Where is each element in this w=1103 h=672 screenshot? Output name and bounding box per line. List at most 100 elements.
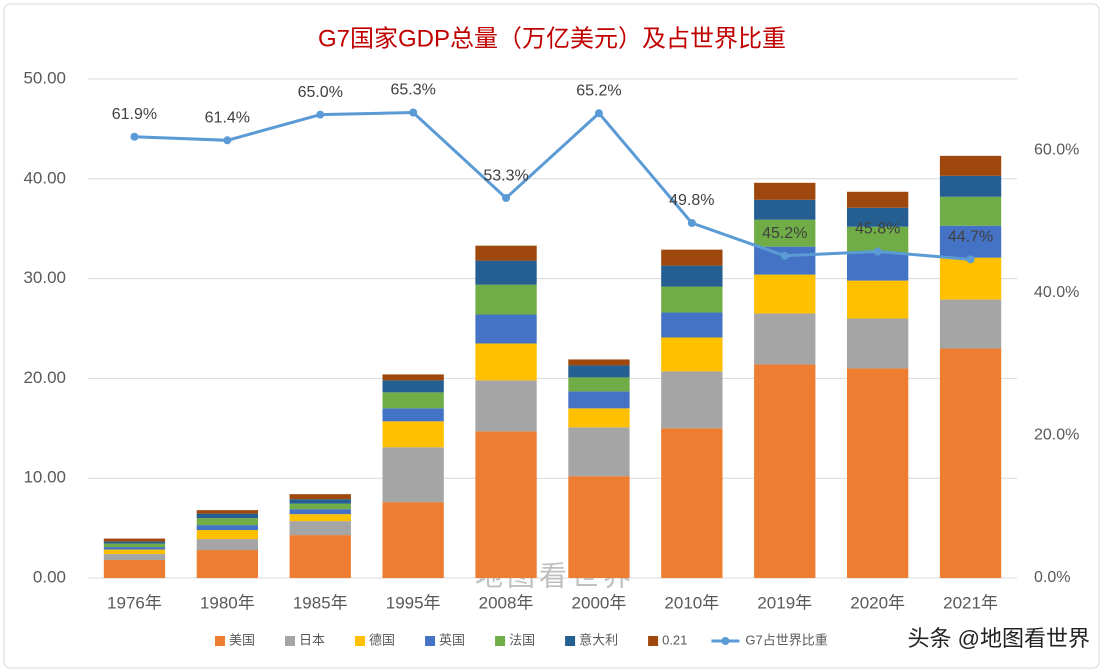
bar-segment — [754, 246, 816, 275]
data-label: 49.8% — [669, 192, 714, 209]
legend-label: 美国 — [229, 632, 255, 647]
data-label: 44.7% — [948, 229, 993, 246]
bar-segment — [382, 421, 444, 448]
x-tick-label: 2020年 — [850, 593, 905, 612]
bar-segment — [754, 364, 816, 578]
legend-swatch — [495, 636, 506, 646]
bar-segment — [289, 509, 351, 515]
x-tick-label: 2000年 — [572, 593, 627, 612]
legend-swatch — [355, 636, 366, 646]
legend-label: 法国 — [509, 632, 535, 647]
bar-segment — [475, 431, 537, 578]
bar-segment — [475, 245, 537, 261]
bar-segment — [196, 525, 259, 531]
data-label: 61.4% — [205, 110, 250, 127]
bar-segment — [846, 191, 909, 208]
bar-segment — [475, 380, 537, 432]
data-label: 61.9% — [112, 106, 157, 123]
bar-segment — [382, 380, 444, 393]
bar-segment — [846, 207, 909, 227]
y-tick-label: 30.00 — [23, 268, 66, 287]
y-tick-label: 50.00 — [23, 68, 66, 87]
y-tick-label: 0.00 — [33, 567, 66, 586]
bar-segment — [939, 299, 1002, 349]
bar-segment — [568, 427, 630, 477]
y-tick-label: 20.00 — [23, 368, 66, 387]
bar-segment — [939, 225, 1002, 258]
x-tick-label: 1995年 — [386, 593, 441, 612]
legend-label: G7占世界比重 — [745, 632, 827, 647]
legend-swatch — [425, 636, 436, 646]
bar-segment — [661, 249, 723, 266]
y2-tick-label: 40.0% — [1034, 284, 1079, 301]
bar-segment — [289, 503, 351, 510]
bar-segment — [754, 182, 816, 200]
bar-segment — [754, 199, 816, 220]
bar-segment — [568, 476, 630, 578]
line-marker — [594, 109, 603, 118]
bar-segment — [475, 314, 537, 344]
legend-swatch — [721, 637, 730, 645]
y-tick-label: 10.00 — [23, 468, 66, 487]
bar-segment — [568, 408, 630, 428]
legend-label: 德国 — [369, 632, 395, 647]
data-label: 65.2% — [576, 82, 621, 99]
bar-segment — [196, 513, 259, 519]
chart-border — [3, 3, 1100, 669]
bar-segment — [382, 447, 444, 503]
line-marker — [502, 194, 511, 203]
bar-segment — [103, 560, 166, 578]
source: 头条 @地图看世界 — [908, 626, 1090, 651]
bar-segment — [289, 499, 351, 504]
y2-tick-label: 0.0% — [1034, 569, 1070, 586]
data-label: 45.8% — [855, 221, 900, 238]
bar-segment — [289, 521, 351, 536]
legend-label: 日本 — [299, 632, 325, 647]
x-tick-label: 1980年 — [200, 593, 255, 612]
line-marker — [409, 108, 418, 117]
legend-swatch — [285, 636, 296, 646]
legend-swatch — [215, 636, 225, 646]
bar-segment — [103, 549, 166, 555]
bar-segment — [661, 312, 723, 338]
data-label: 45.2% — [762, 225, 807, 242]
data-label: 53.3% — [483, 167, 528, 184]
bar-segment — [382, 374, 444, 381]
x-tick-label: 1976年 — [107, 593, 162, 612]
x-tick-label: 1985年 — [293, 593, 348, 612]
bar-segment — [475, 343, 537, 381]
bar-segment — [846, 252, 909, 281]
bar-segment — [661, 286, 723, 313]
chart-title: G7国家GDP总量（万亿美元）及占世界比重 — [318, 25, 786, 52]
line-marker — [316, 110, 325, 119]
bar-segment — [754, 219, 816, 247]
bar-segment — [289, 535, 351, 578]
legend-label: 0.21 — [662, 632, 687, 647]
bar-segment — [475, 260, 537, 285]
bar-segment — [754, 313, 816, 365]
x-tick-label: 2019年 — [757, 593, 812, 612]
bar-segment — [196, 518, 259, 526]
bar-segment — [196, 530, 259, 540]
y2-tick-label: 60.0% — [1034, 142, 1079, 159]
bar-segment — [568, 359, 630, 366]
bar-segment — [661, 265, 723, 287]
y-tick-label: 40.00 — [23, 168, 66, 187]
bar-segment — [846, 318, 909, 369]
bar-segment — [382, 408, 444, 422]
bar-segment — [103, 543, 166, 548]
line — [134, 110, 971, 261]
bar-segment — [939, 175, 1002, 197]
x-tick-label: 2021年 — [943, 593, 998, 612]
bar-segment — [568, 391, 630, 409]
data-label: 65.3% — [390, 82, 435, 99]
bar-segment — [382, 392, 444, 409]
bar-segment — [196, 510, 259, 514]
line-marker — [687, 218, 696, 227]
bar-segment — [939, 348, 1002, 578]
bar-segment — [661, 371, 723, 429]
line-marker — [873, 247, 882, 256]
bar-segment — [103, 541, 166, 544]
line-marker — [223, 136, 232, 145]
legend-swatch — [648, 636, 659, 646]
